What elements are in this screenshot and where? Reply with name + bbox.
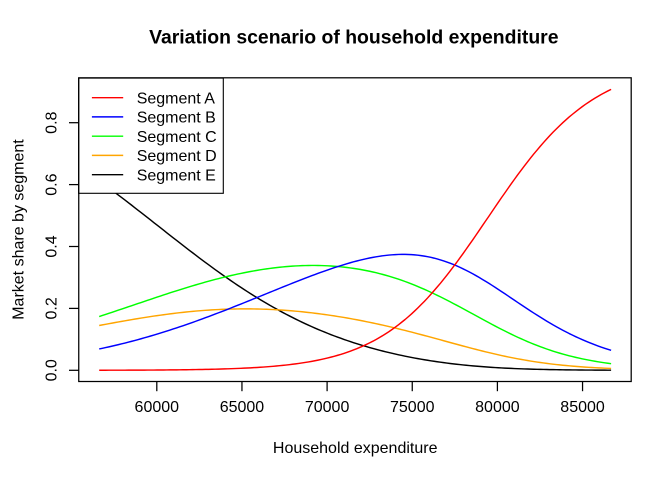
svg-text:75000: 75000 [390,399,435,416]
svg-text:80000: 80000 [475,399,520,416]
svg-text:0.2: 0.2 [44,297,61,319]
svg-text:Segment E: Segment E [137,167,216,184]
svg-text:60000: 60000 [135,399,180,416]
svg-text:65000: 65000 [220,399,265,416]
svg-text:Segment D: Segment D [137,148,217,165]
svg-text:Market share by segment: Market share by segment [11,139,28,320]
svg-text:0.8: 0.8 [44,111,61,133]
svg-text:Segment C: Segment C [137,129,217,146]
svg-text:0.4: 0.4 [44,235,61,257]
svg-text:Variation scenario of househol: Variation scenario of household expendit… [149,26,559,48]
svg-text:0.0: 0.0 [44,359,61,381]
svg-text:Household expenditure: Household expenditure [273,440,438,457]
svg-text:0.6: 0.6 [44,173,61,195]
svg-text:Segment A: Segment A [137,90,216,107]
svg-text:85000: 85000 [560,399,605,416]
svg-text:Segment B: Segment B [137,110,216,127]
svg-text:70000: 70000 [305,399,350,416]
